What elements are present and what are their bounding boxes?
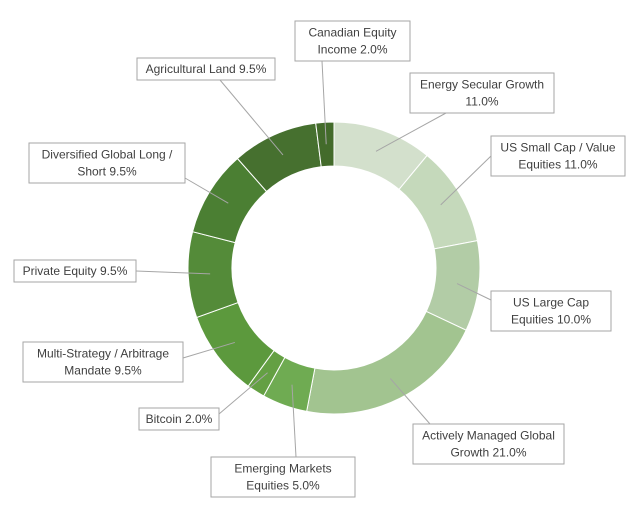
data-label-box	[294, 20, 411, 62]
data-label-text: 11.0%	[465, 95, 498, 109]
leader-line	[291, 384, 297, 458]
data-label-text: Equities 11.0%	[518, 158, 597, 172]
donut-slice-actively-managed-global-growth	[306, 310, 467, 415]
data-label-box	[13, 259, 137, 283]
data-label: Multi-Strategy / Arbitrage Mandate 9.5%	[22, 341, 184, 383]
data-label-text: Agricultural Land 9.5%	[146, 62, 267, 76]
data-label-text: Short 9.5%	[77, 165, 137, 179]
data-label-text: Multi-Strategy / Arbitrage	[37, 347, 169, 361]
leader-line	[375, 112, 447, 152]
donut-slice-canadian-equity-income	[315, 121, 335, 168]
data-label-box	[210, 456, 356, 498]
data-label-text: US Small Cap / Value	[500, 141, 615, 155]
data-label-text: Energy Secular Growth	[420, 78, 544, 92]
data-label-text: Mandate 9.5%	[64, 364, 142, 378]
data-label: Private Equity 9.5%	[13, 259, 137, 283]
data-label-box	[490, 135, 626, 177]
leader-line	[389, 378, 431, 425]
leader-line	[218, 372, 268, 415]
data-label-text: Bitcoin 2.0%	[146, 412, 213, 426]
data-label-box	[490, 290, 612, 332]
leader-line	[440, 155, 492, 206]
data-label-box	[28, 142, 186, 184]
leader-line	[456, 283, 492, 301]
data-label-text: US Large Cap	[513, 296, 589, 310]
data-label: Diversified Global Long / Short 9.5%	[28, 142, 186, 184]
data-label: Emerging Markets Equities 5.0%	[210, 456, 356, 498]
data-label-box	[136, 57, 276, 81]
leader-line	[182, 341, 235, 359]
leader-line	[219, 79, 284, 156]
data-label-box	[412, 423, 565, 465]
data-label: US Small Cap / Value Equities 11.0%	[490, 135, 626, 177]
data-label-text: Equities 5.0%	[246, 479, 320, 493]
donut-slice-private-equity	[187, 231, 239, 319]
leader-line	[184, 177, 229, 204]
data-label-text: Canadian Equity	[308, 26, 396, 40]
data-label-text: Income 2.0%	[317, 43, 387, 57]
data-label: Actively Managed Global Growth 21.0%	[412, 423, 565, 465]
data-label: Agricultural Land 9.5%	[136, 57, 276, 81]
data-label-text: Actively Managed Global	[422, 429, 555, 443]
data-label: US Large Cap Equities 10.0%	[490, 290, 612, 332]
data-label-box	[22, 341, 184, 383]
leader-line	[135, 270, 211, 275]
data-label-text: Equities 10.0%	[511, 313, 591, 327]
data-label-box	[409, 72, 555, 114]
leader-line	[321, 60, 327, 145]
data-label: Energy Secular Growth 11.0%	[409, 72, 555, 114]
data-label-text: Growth 21.0%	[450, 446, 526, 460]
data-label-text: Emerging Markets	[234, 462, 331, 476]
data-label-box	[138, 407, 220, 431]
data-label-text: Private Equity 9.5%	[23, 264, 128, 278]
data-label-text: Diversified Global Long /	[42, 148, 173, 162]
data-label: Canadian Equity Income 2.0%	[294, 20, 411, 62]
data-label: Bitcoin 2.0%	[138, 407, 220, 431]
